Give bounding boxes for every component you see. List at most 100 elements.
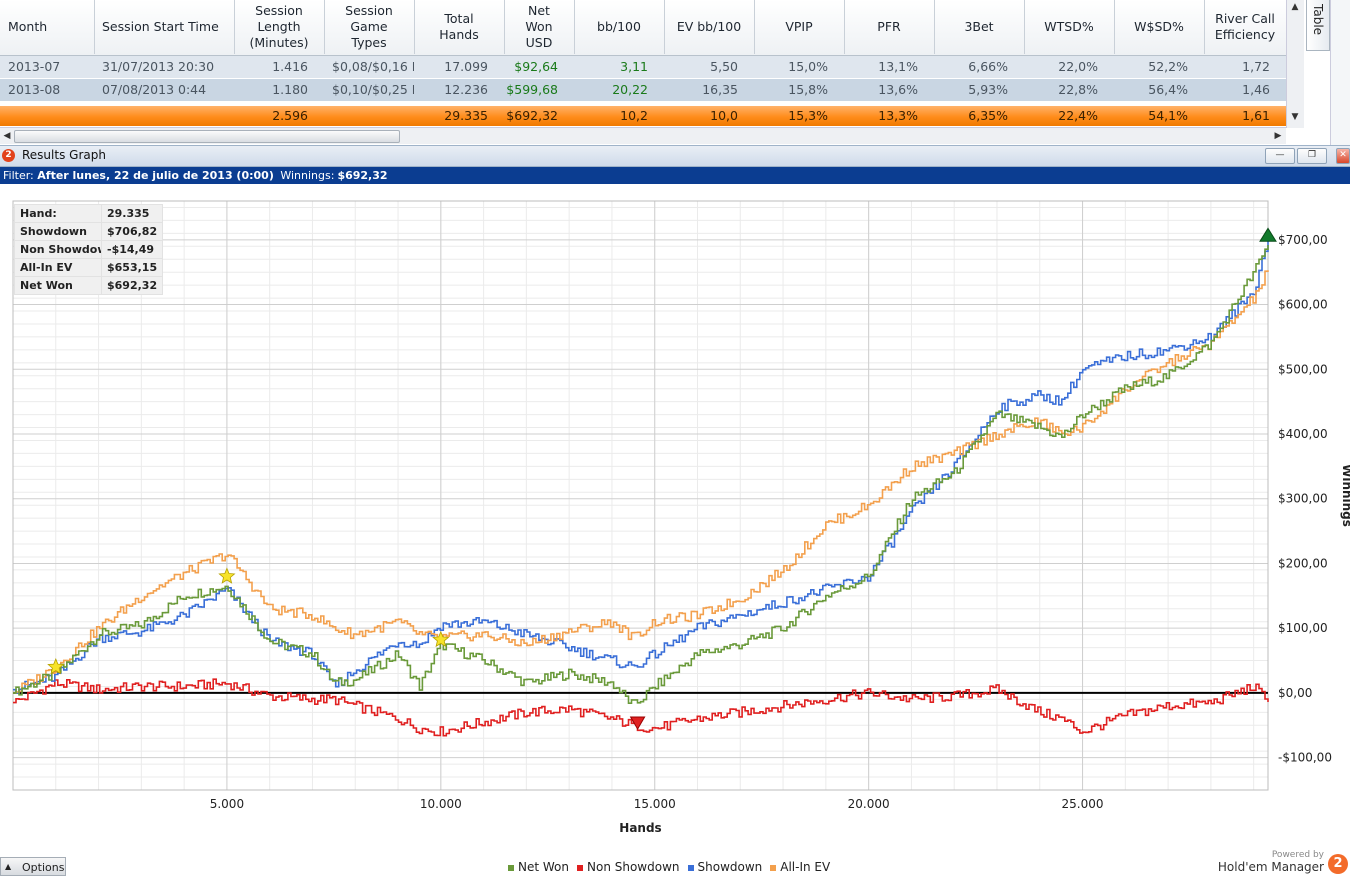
scroll-left-icon[interactable]: ◀ <box>3 131 11 141</box>
legend-item[interactable]: Net Won <box>508 860 569 874</box>
restore-button[interactable]: ❐ <box>1297 148 1327 164</box>
column-header-session-start[interactable]: Session Start Time <box>94 0 235 54</box>
side-panel-strip <box>1330 0 1350 145</box>
column-header-ev-bb100[interactable]: EV bb/100 <box>664 0 755 54</box>
cell-month: 2013-08 <box>8 82 61 97</box>
filter-bar: Filter: After lunes, 22 de julio de 2013… <box>0 167 1350 184</box>
summary-label: Net Won <box>14 276 102 295</box>
cell-wsd: 52,2% <box>1148 59 1188 74</box>
summary-label: Hand: <box>14 204 102 223</box>
cell-wsd: 56,4% <box>1148 82 1188 97</box>
column-header-3bet[interactable]: 3Bet <box>934 0 1025 54</box>
cell-ev-bb100: 16,35 <box>702 82 738 97</box>
column-header-pfr[interactable]: PFR <box>844 0 935 54</box>
brand-badge: Powered by Hold'em Manager 2 <box>1218 850 1350 874</box>
cell-session-start: 31/07/2013 20:30 <box>102 59 215 74</box>
star-marker-icon <box>432 630 450 648</box>
cell-river-call-eff: 1,46 <box>1242 82 1270 97</box>
summary-label: All-In EV <box>14 258 102 277</box>
summary-value: $653,15 <box>100 258 164 277</box>
table-header: Month Session Start Time Session Length (M… <box>0 0 1287 56</box>
summary-value: $706,82 <box>100 222 164 241</box>
scroll-down-icon[interactable]: ▼ <box>1291 112 1299 122</box>
legend-item[interactable]: Non Showdown <box>577 860 680 874</box>
options-label: Options <box>22 861 65 874</box>
brand-name: Hold'em Manager <box>1217 860 1324 874</box>
scroll-up-icon[interactable]: ▲ <box>1291 2 1299 12</box>
x-axis-title: Hands <box>619 821 661 835</box>
side-tab-label: Table <box>1311 4 1325 36</box>
y-tick-label: $600,00 <box>1278 298 1328 312</box>
cell-pfr: 13,6% <box>878 82 918 97</box>
column-header-month[interactable]: Month <box>0 0 95 54</box>
series-line <box>13 245 1269 704</box>
winnings-value: $692,32 <box>337 169 388 182</box>
legend-label: Showdown <box>697 860 763 874</box>
legend-item[interactable]: Showdown <box>687 860 763 874</box>
column-header-session-length[interactable]: Session Length (Minutes) <box>234 0 325 54</box>
minimize-button[interactable]: — <box>1265 148 1295 164</box>
cell-month: 2013-07 <box>8 59 61 74</box>
y-tick-label: $500,00 <box>1278 362 1328 376</box>
summary-row: Non Showdown-$14,49 <box>14 240 164 259</box>
cell-pfr: 13,3% <box>878 108 918 123</box>
summary-value: 29.335 <box>100 204 164 223</box>
column-header-game-types[interactable]: Session Game Types <box>324 0 415 54</box>
cell-session-length: 1.180 <box>272 82 308 97</box>
series-line <box>13 678 1269 737</box>
results-graph-titlebar: 2 Results Graph — ❐ ✕ <box>0 145 1350 167</box>
panel-title: Results Graph <box>22 148 106 162</box>
cell-ev-bb100: 5,50 <box>710 59 738 74</box>
low-marker-icon <box>629 716 646 731</box>
cell-session-start: 07/08/2013 0:44 <box>102 82 207 97</box>
scroll-thumb[interactable] <box>14 130 400 143</box>
summary-row: All-In EV $653,15 <box>14 258 164 277</box>
horizontal-scrollbar[interactable]: ◀ ▶ <box>0 127 1286 144</box>
cell-wtsd: 22,0% <box>1058 59 1098 74</box>
column-header-bb100[interactable]: bb/100 <box>574 0 665 54</box>
cell-total-hands: 29.335 <box>444 108 488 123</box>
y-tick-label: $300,00 <box>1278 492 1328 506</box>
cell-wtsd: 22,4% <box>1058 108 1098 123</box>
legend-label: All-In EV <box>780 860 831 874</box>
options-button[interactable]: ▲ Options <box>0 857 66 876</box>
table-row[interactable]: 2013-07 31/07/2013 20:30 1.416 $0,08/$0,16 … <box>0 56 1286 78</box>
powered-by-text: Powered by <box>1271 850 1324 860</box>
cell-net-won: $692,32 <box>506 108 558 123</box>
series-line <box>13 235 1269 694</box>
cell-vpip: 15,8% <box>788 82 828 97</box>
cell-3bet: 6,35% <box>968 108 1008 123</box>
y-tick-label: $400,00 <box>1278 427 1328 441</box>
series-line <box>13 270 1269 694</box>
table-side-tab[interactable]: Table <box>1306 0 1330 51</box>
cell-pfr: 13,1% <box>878 59 918 74</box>
totals-row: 2.596 29.335 $692,32 10,2 10,0 15,3% 13,3% 6,35… <box>0 106 1286 126</box>
column-header-total-hands[interactable]: Total Hands <box>414 0 505 54</box>
vertical-scrollbar[interactable]: ▲ ▼ <box>1286 0 1304 128</box>
column-header-river-call-eff[interactable]: River Call Efficiency <box>1204 0 1287 54</box>
legend-label: Net Won <box>518 860 569 874</box>
scroll-right-icon[interactable]: ▶ <box>1274 131 1282 141</box>
close-button[interactable]: ✕ <box>1336 148 1350 164</box>
cell-session-length: 2.596 <box>272 108 308 123</box>
results-graph[interactable]: -$100,00 $0,00 $100,00 $200,00 $300,00 $400,0… <box>0 185 1350 874</box>
summary-value: -$14,49 <box>100 240 164 259</box>
y-tick-label: $0,00 <box>1278 686 1312 700</box>
cell-game-types: $0,10/$0,25 NL <box>332 82 414 97</box>
cell-game-types: $0,08/$0,16 NL <box>332 59 414 74</box>
legend-swatch <box>770 864 777 871</box>
results-chart[interactable]: -$100,00 $0,00 $100,00 $200,00 $300,00 $400,0… <box>0 185 1350 874</box>
table-row[interactable]: 2013-08 07/08/2013 0:44 1.180 $0,10/$0,25 N… <box>0 79 1286 101</box>
summary-row: Hand: 29.335 <box>14 204 164 223</box>
hem-logo-icon: 2 <box>1328 854 1348 874</box>
column-header-wsd[interactable]: W$SD% <box>1114 0 1205 54</box>
cell-bb100: 20,22 <box>612 82 648 97</box>
y-tick-label: $100,00 <box>1278 621 1328 635</box>
column-header-wtsd[interactable]: WTSD% <box>1024 0 1115 54</box>
column-header-net-won[interactable]: Net Won USD <box>504 0 575 54</box>
cell-vpip: 15,0% <box>788 59 828 74</box>
x-tick-label: 20.000 <box>848 797 890 811</box>
legend-item[interactable]: All-In EV <box>770 860 830 874</box>
cell-3bet: 6,66% <box>968 59 1008 74</box>
column-header-vpip[interactable]: VPIP <box>754 0 845 54</box>
